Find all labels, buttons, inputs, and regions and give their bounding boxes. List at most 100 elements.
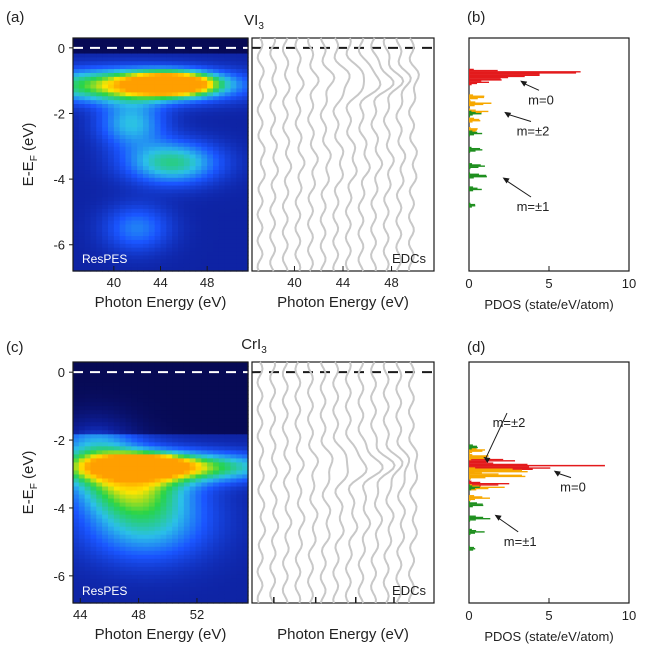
heatmap-cell (236, 57, 243, 62)
heatmap-cell (96, 150, 103, 156)
heatmap-cell (189, 38, 197, 43)
heatmap-cell (178, 263, 185, 268)
heatmap-cell (119, 438, 127, 443)
heatmap-cell (166, 177, 173, 183)
heatmap-cell (78, 490, 86, 496)
heatmap-cell (143, 442, 150, 447)
heatmap-cell (96, 100, 103, 105)
heatmap-cell (178, 259, 185, 264)
heatmap-cell (73, 454, 80, 459)
heatmap-cell (78, 366, 86, 371)
heatmap-cell (113, 378, 121, 383)
heatmap-cell (125, 474, 132, 480)
heatmap-cell (213, 212, 220, 218)
heatmap-cell (78, 243, 86, 249)
heatmap-cell (125, 414, 132, 419)
heatmap-cell (84, 522, 92, 528)
heatmap-cell (224, 135, 232, 140)
heatmap-cell (218, 562, 226, 568)
heatmap-cell (166, 61, 173, 66)
heatmap-cell (84, 558, 92, 564)
heatmap-cell (137, 434, 144, 439)
heatmap-cell (108, 454, 115, 459)
heatmap-cell (90, 362, 97, 367)
heatmap-cell (201, 123, 208, 128)
annotation-arrowhead (553, 470, 561, 477)
heatmap-cell (201, 458, 208, 464)
heatmap-cell (131, 446, 138, 451)
heatmap-cell (84, 123, 92, 128)
heatmap-cell (143, 418, 150, 423)
heatmap-cell (195, 146, 202, 152)
heatmap-cell (125, 454, 132, 459)
heatmap-cell (178, 162, 185, 167)
heatmap-cell (224, 466, 232, 472)
heatmap-cell (183, 570, 191, 576)
heatmap-cell (172, 558, 179, 564)
pdos-series-m1 (469, 444, 491, 551)
heatmap-cell (207, 158, 214, 163)
heatmap-cell (148, 131, 156, 136)
heatmap-cell (195, 135, 202, 140)
heatmap-cell (143, 220, 150, 225)
heatmap-cell (236, 49, 243, 55)
heatmap-cell (137, 131, 144, 136)
heatmap-cell (172, 138, 179, 144)
heatmap-cell (73, 554, 80, 560)
heatmap-cell (207, 534, 214, 540)
heatmap-cell (242, 442, 249, 447)
heatmap-cell (218, 267, 226, 272)
heatmap-cell (160, 201, 167, 206)
heatmap-cell (172, 38, 179, 43)
heatmap-cell (183, 111, 191, 117)
heatmap-cell (90, 135, 97, 140)
heatmap-cell (90, 598, 97, 604)
heatmap-cell (143, 84, 150, 90)
heatmap-cell (154, 267, 162, 272)
heatmap-cell (148, 154, 156, 159)
heatmap-cell (195, 170, 202, 175)
heatmap-cell (195, 570, 202, 576)
heatmap-cell (96, 478, 103, 484)
heatmap-cell (189, 402, 197, 407)
heatmap-cell (113, 236, 121, 241)
heatmap-cell (201, 490, 208, 496)
heatmap-cell (207, 394, 214, 399)
heatmap-cell (125, 582, 132, 588)
heatmap-cell (84, 177, 92, 183)
heatmap-cell (90, 478, 97, 484)
heatmap-cell (201, 150, 208, 156)
heatmap-cell (119, 197, 127, 202)
heatmap-cell (73, 590, 80, 596)
heatmap-cell (113, 162, 121, 167)
heatmap-cell (189, 224, 197, 229)
heatmap-cell (108, 255, 115, 260)
heatmap-cell (102, 394, 109, 399)
heatmap-cell (172, 526, 179, 532)
heatmap-cell (148, 546, 156, 552)
heatmap-cell (154, 150, 162, 156)
heatmap-cell (178, 550, 185, 556)
heatmap-cell (154, 470, 162, 476)
heatmap-cell (213, 438, 220, 443)
heatmap-cell (195, 119, 202, 125)
heatmap-cell (230, 362, 237, 367)
heatmap-cell (201, 374, 208, 379)
heatmap-cell (201, 486, 208, 492)
heatmap-cell (73, 422, 80, 427)
heatmap-cell (137, 127, 144, 132)
heatmap-cell (207, 259, 214, 264)
heatmap-cell (189, 88, 197, 93)
heatmap-cell (148, 510, 156, 516)
heatmap-cell (125, 562, 132, 568)
heatmap-cell (195, 462, 202, 468)
heatmap-cell (78, 119, 86, 125)
heatmap-cell (242, 578, 249, 584)
heatmap-cell (119, 426, 127, 431)
heatmap-cell (154, 201, 162, 206)
heatmap-cell (125, 119, 132, 125)
heatmap-cell (154, 422, 162, 427)
heatmap-cell (113, 402, 121, 407)
edc-curve (306, 37, 320, 272)
heatmap-cell (178, 185, 185, 191)
